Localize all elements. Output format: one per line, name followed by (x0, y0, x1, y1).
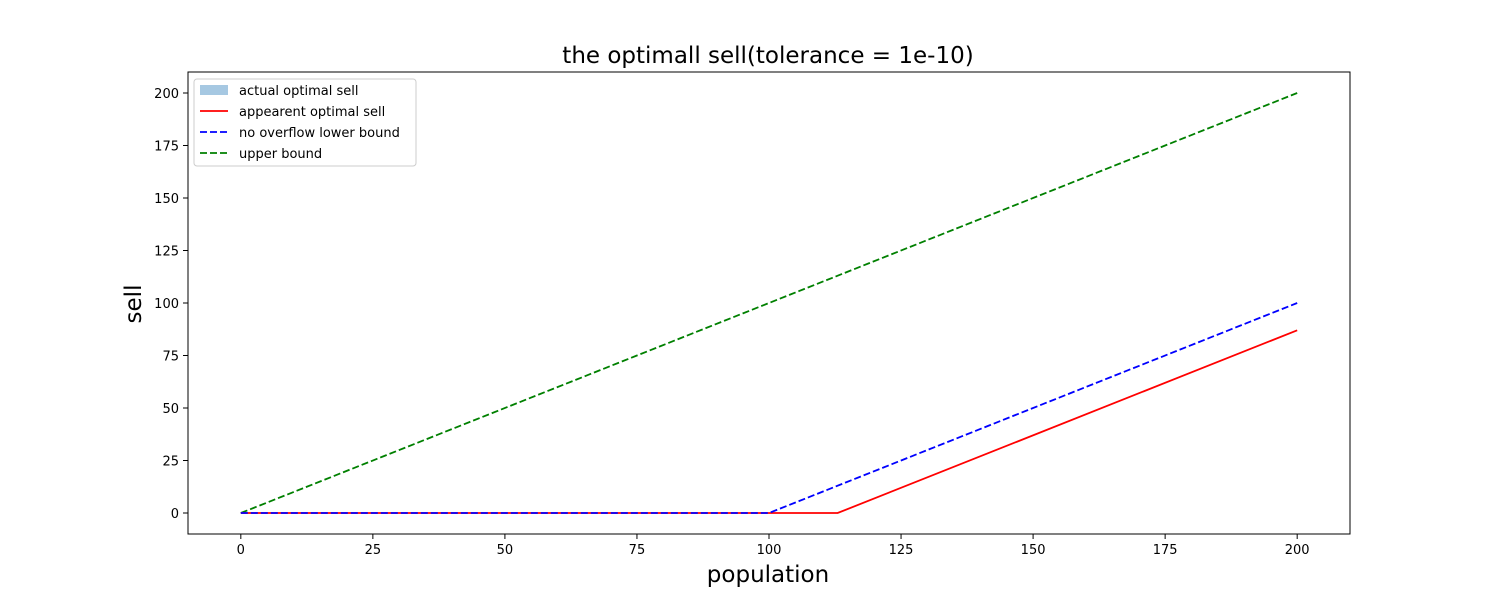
legend-label-upper-bound: upper bound (239, 147, 322, 162)
legend-label-no-overflow-lower-bound: no overflow lower bound (239, 126, 400, 141)
y-tick-label: 50 (162, 402, 179, 417)
legend-label-appearent-optimal-sell: appearent optimal sell (239, 105, 385, 120)
plot-series (240, 92, 1298, 514)
y-axis-label: sell (121, 285, 147, 324)
x-tick-label: 25 (365, 543, 382, 558)
y-tick-label: 200 (154, 87, 179, 102)
x-axis-label: population (707, 562, 829, 588)
x-tick-label: 0 (237, 543, 245, 558)
legend-label-actual-optimal-sell: actual optimal sell (239, 84, 358, 99)
chart-title: the optimall sell(tolerance = 1e-10) (562, 43, 973, 69)
y-tick-label: 175 (154, 140, 179, 155)
legend: actual optimal sell appearent optimal sel… (193, 78, 417, 167)
y-tick-label: 100 (154, 297, 179, 312)
x-tick-label: 150 (1021, 543, 1046, 558)
x-tick-label: 200 (1285, 543, 1310, 558)
y-tick-label: 150 (154, 192, 179, 207)
x-tick-label: 175 (1153, 543, 1178, 558)
y-axis-ticks: 0 25 50 75 100 125 150 175 200 (154, 87, 188, 522)
x-tick-label: 125 (889, 543, 914, 558)
series-line-no-overflow-lower-bound (240, 302, 1298, 514)
x-tick-label: 50 (497, 543, 514, 558)
y-tick-label: 125 (154, 245, 179, 260)
x-tick-label: 100 (757, 543, 782, 558)
legend-swatch-actual-optimal-sell (200, 85, 228, 95)
series-line-appearent-optimal-sell (240, 329, 1298, 514)
x-tick-label: 75 (629, 543, 646, 558)
y-tick-label: 25 (162, 455, 179, 470)
x-axis-ticks: 0 25 50 75 100 125 150 175 200 (237, 534, 1310, 558)
y-tick-label: 75 (162, 350, 179, 365)
y-tick-label: 0 (171, 507, 179, 522)
legend-box (193, 78, 417, 167)
